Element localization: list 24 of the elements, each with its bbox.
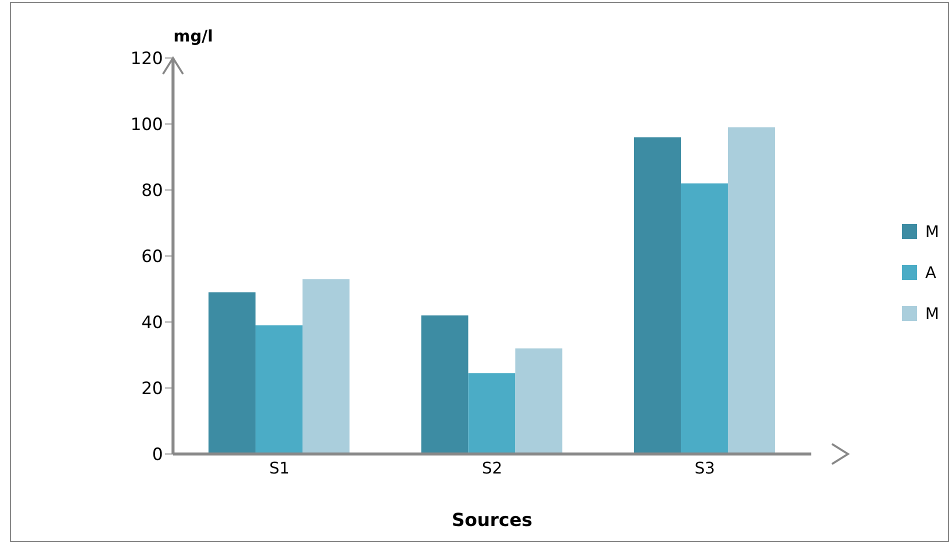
bar <box>515 348 562 454</box>
bar <box>208 292 256 454</box>
y-tick-label: 0 <box>152 445 163 466</box>
legend-label: M <box>925 304 939 322</box>
legend-label: A <box>925 262 936 282</box>
y-axis-title: mg/l <box>174 26 213 46</box>
y-tick-label: 60 <box>141 247 163 268</box>
y-tick-label: 120 <box>130 49 163 70</box>
bar <box>256 325 303 454</box>
bar <box>421 315 468 454</box>
bar <box>302 279 350 454</box>
bar <box>634 137 681 454</box>
y-tick-label: 20 <box>141 379 163 400</box>
y-tick-label: 40 <box>141 313 163 334</box>
x-tick-label: S2 <box>482 458 502 478</box>
bar <box>468 373 516 454</box>
x-axis-title: Sources <box>452 510 532 531</box>
y-tick-label: 80 <box>141 181 163 202</box>
bar <box>680 183 728 454</box>
y-tick-label: 100 <box>130 115 163 136</box>
x-tick-label: S1 <box>269 458 290 478</box>
bar <box>728 127 775 454</box>
legend-label: M <box>925 222 939 240</box>
x-tick-label: S3 <box>694 458 715 478</box>
